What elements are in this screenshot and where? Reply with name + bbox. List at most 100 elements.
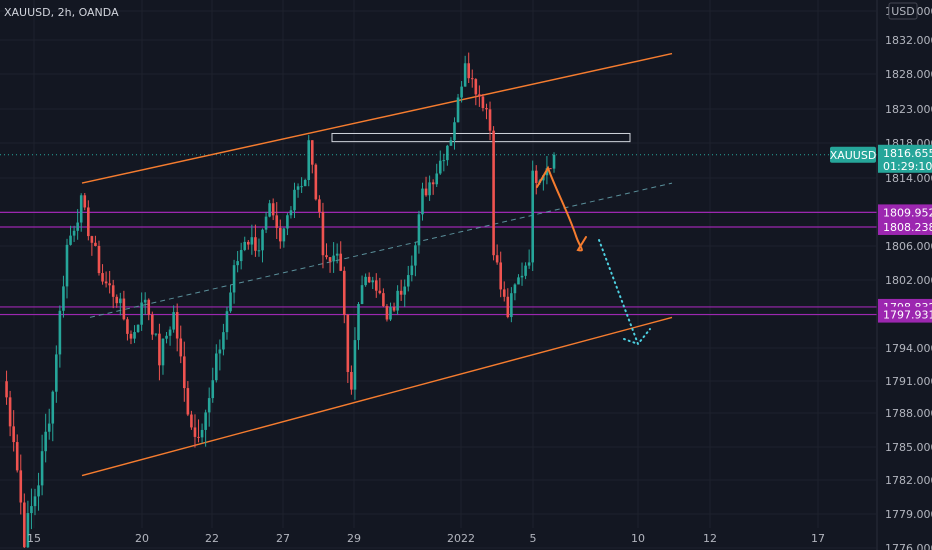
time-tick-label: 27 [276, 532, 290, 545]
candle-body [158, 333, 161, 366]
candle-body [19, 470, 23, 503]
candle-body [499, 262, 502, 290]
price-tags: 1809.9521808.2381798.8321797.9311816.655… [830, 144, 932, 323]
level-price-tag [878, 306, 932, 323]
candle-body [360, 285, 364, 305]
candle-body [353, 340, 357, 390]
candle-body [204, 412, 207, 430]
time-tick-label: 10 [631, 532, 645, 545]
candle-body [314, 164, 318, 200]
candle-body [417, 214, 421, 246]
candle-body [289, 210, 293, 216]
candle-body [12, 426, 15, 443]
candle-body [446, 145, 449, 161]
candle-body [552, 154, 556, 169]
candle-body [197, 436, 200, 438]
chart-title: XAUUSD, 2h, OANDA [4, 6, 119, 19]
projection-arrow-target [598, 239, 651, 346]
candle-body [243, 241, 247, 250]
annotations [536, 165, 651, 346]
candle-body [421, 188, 424, 215]
time-axis[interactable]: 15 20 22 27 29 2022 5 10 12 17 [27, 532, 825, 545]
candle-body [502, 289, 506, 297]
price-tick-label: 1782.000 [885, 474, 932, 487]
candle-body [321, 211, 325, 256]
candle-body [62, 286, 65, 311]
candle-body [275, 215, 279, 228]
candle-body [168, 329, 172, 336]
candle-body [261, 229, 264, 251]
price-tick-label: 1828.000 [885, 68, 932, 81]
candle-body [254, 237, 257, 251]
candle-body [33, 496, 37, 507]
candle-body [339, 253, 343, 271]
current-price-tag [878, 144, 932, 173]
candle-body [8, 397, 12, 427]
candle-body [44, 431, 47, 452]
candle-body [296, 186, 300, 190]
candle-body [282, 228, 286, 242]
candle-body [435, 173, 439, 185]
candle-body [268, 203, 271, 217]
candle-body [229, 292, 232, 312]
candle-body [488, 109, 492, 131]
candle-body [335, 253, 339, 256]
candle-body [310, 140, 314, 165]
candle-body [140, 302, 143, 325]
candle-body [506, 296, 510, 318]
candle-body [65, 244, 69, 287]
candle-body [215, 353, 218, 381]
time-tick-label: 20 [135, 532, 149, 545]
candle-body [246, 241, 250, 245]
projection-arrow-down [536, 165, 587, 252]
candle-body [453, 122, 456, 141]
candle-body [133, 332, 136, 339]
candle-body [200, 429, 204, 438]
candle-body [175, 312, 179, 339]
candle-body [250, 237, 254, 245]
candle-body [478, 94, 481, 97]
candle-body [534, 170, 538, 183]
drawings [81, 52, 673, 477]
candle-body [410, 265, 414, 276]
candle-body [115, 296, 119, 304]
candle-body [143, 299, 147, 303]
candle-body [30, 506, 33, 514]
candle-body [151, 314, 154, 335]
candle-body [442, 160, 446, 162]
price-tick-label: 1785.000 [885, 441, 932, 454]
candle-body [460, 86, 463, 98]
candle-body [438, 160, 442, 174]
candle-body [403, 286, 407, 295]
candle-body [136, 324, 140, 333]
time-tick-label: 22 [205, 532, 219, 545]
time-tick-label: 17 [811, 532, 825, 545]
candle-body [392, 307, 396, 311]
candle-body [318, 199, 321, 212]
level-price-tag [878, 204, 932, 221]
countdown-label: 01:29:10 [883, 160, 932, 173]
candle-body [76, 222, 79, 231]
time-tick-label: 29 [347, 532, 361, 545]
candle-body [58, 310, 62, 355]
candle-body [172, 312, 175, 330]
channel-mid-line [89, 182, 673, 318]
candle-body [129, 333, 133, 339]
candle-body [186, 388, 190, 415]
candle-body [286, 215, 289, 229]
candle-body [232, 265, 236, 293]
candle-body [104, 281, 108, 284]
current-price-label: 1816.655 [883, 147, 932, 160]
currency-badge[interactable]: USD [888, 2, 918, 20]
candle-body [278, 227, 282, 242]
candle-body [69, 235, 72, 245]
candle-body [332, 255, 335, 262]
candle-body [396, 290, 399, 311]
candle-body [406, 275, 410, 287]
channel-upper-line [81, 52, 673, 184]
candle-body [364, 276, 367, 286]
candle-body [90, 236, 94, 243]
candle-body [300, 186, 303, 188]
